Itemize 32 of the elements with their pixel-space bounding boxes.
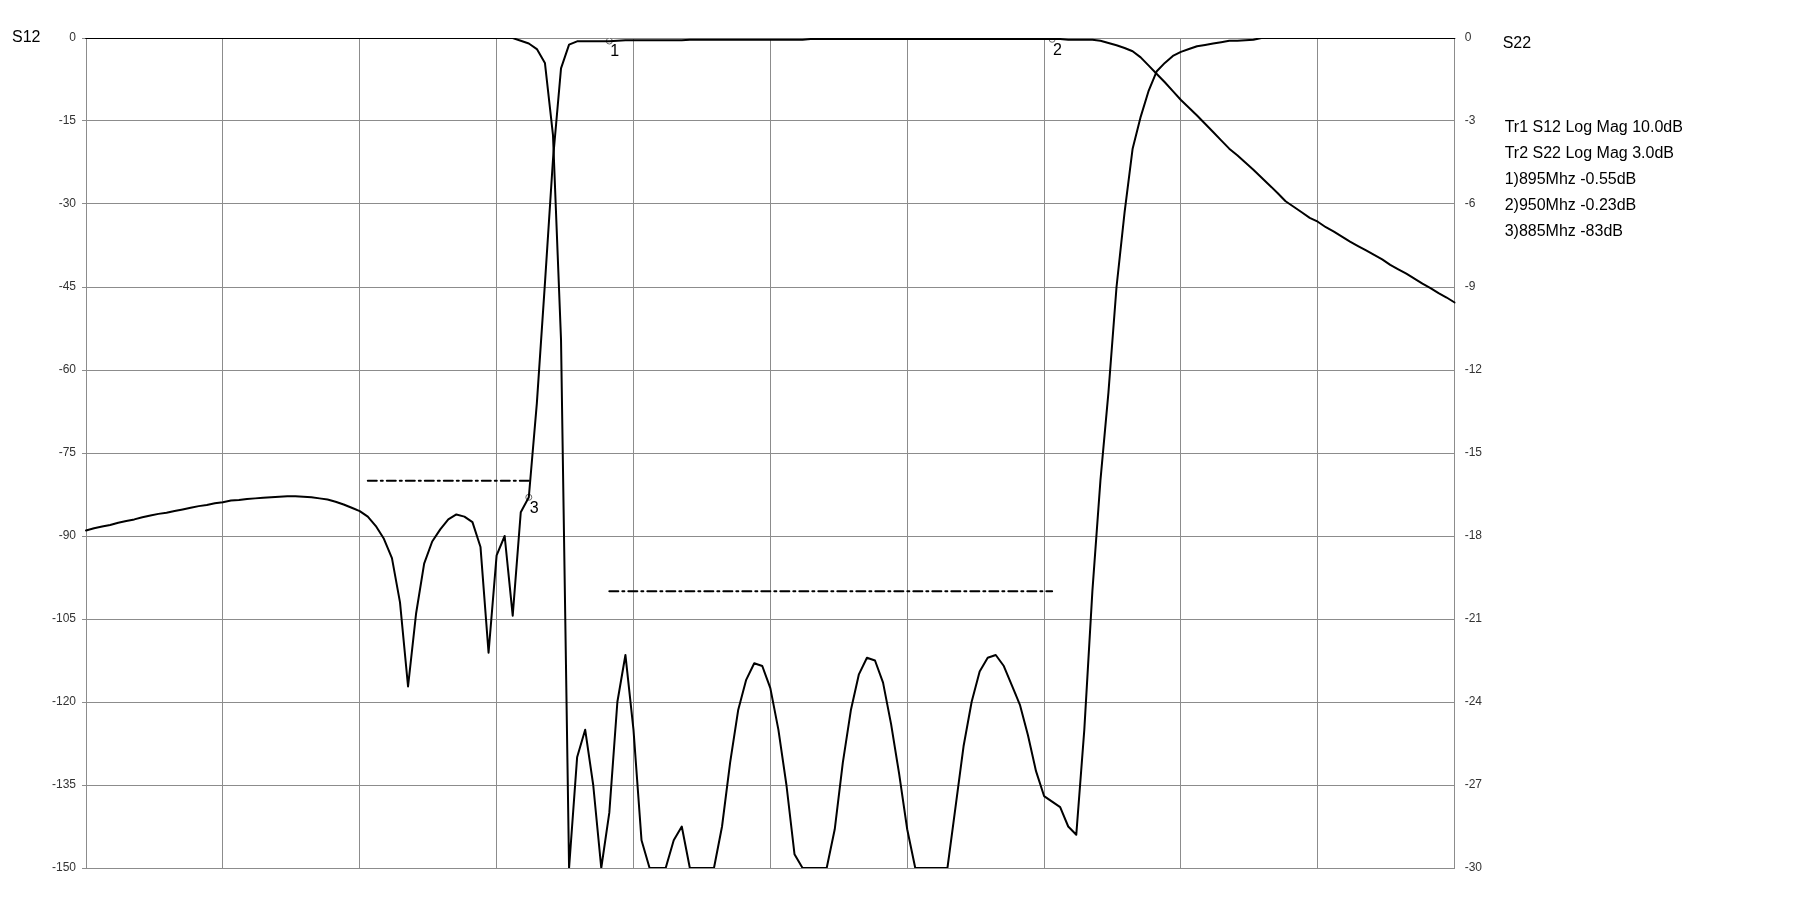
y-tick-label: -135 [51,777,77,792]
series-label: 3 [529,498,539,516]
y2-tick-label: -15 [1464,445,1483,460]
y2-tick-label: -21 [1464,611,1483,626]
text: Tr2 S22 Log Mag 3.0dB [1504,144,1674,162]
y2-tick-label: -27 [1464,777,1483,792]
y2-tick-label: -6 [1464,196,1476,211]
y2-axis-title: S22 [1502,34,1532,52]
y-tick-label: -30 [58,196,77,211]
y-tick-label: -75 [58,445,77,460]
y-tick-label: -90 [58,528,77,543]
series-label: 2 [1053,40,1063,58]
y2-tick-label: -30 [1464,860,1483,875]
y-tick-label: -150 [51,860,77,875]
y-tick-label: 0 [69,30,77,45]
y-tick-label: -60 [58,362,77,377]
y2-tick-label: -3 [1464,113,1476,128]
y-tick-label: -15 [58,113,77,128]
text: 3)885Mhz -83dB [1504,222,1623,240]
y-tick-label: -45 [58,279,77,294]
text: Tr1 S12 Log Mag 10.0dB [1504,118,1683,136]
y2-tick-label: -12 [1464,362,1483,377]
y-axis-title: S12 [12,28,41,46]
y2-tick-label: -9 [1464,279,1476,294]
text: 1)895Mhz -0.55dB [1504,170,1637,188]
y-tick-label: -105 [51,611,77,626]
y2-tick-label: -18 [1464,528,1483,543]
series-label: 1 [610,42,620,60]
y2-tick-label: -24 [1464,694,1483,709]
y-tick-label: -120 [51,694,77,709]
y2-tick-label: 0 [1464,30,1472,45]
text: 2)950Mhz -0.23dB [1504,196,1637,214]
